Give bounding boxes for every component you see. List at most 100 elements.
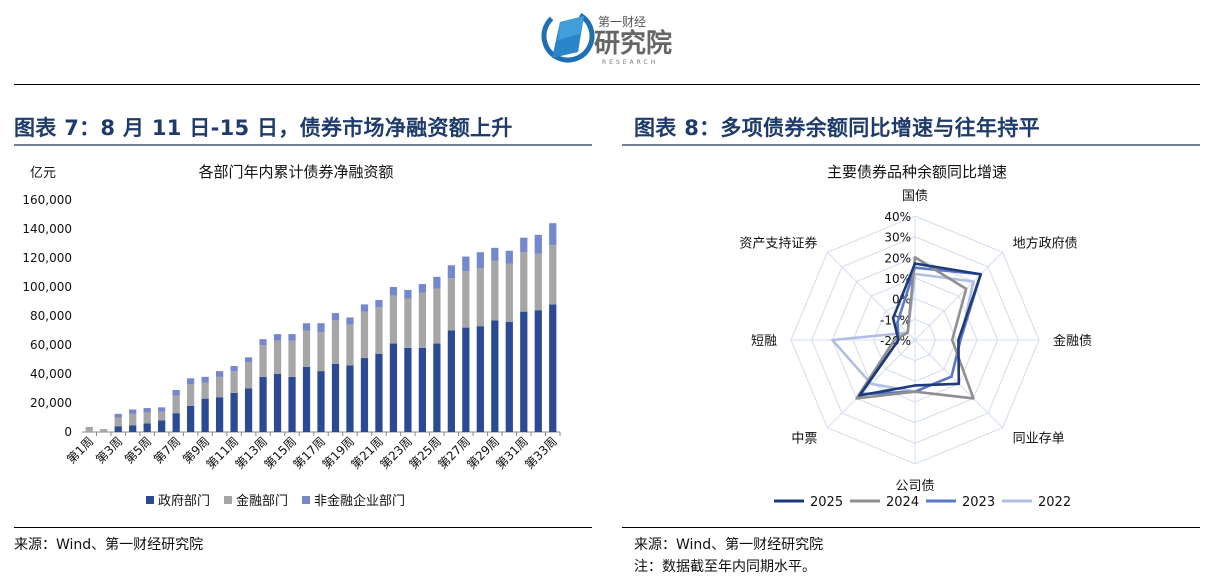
bar-segment [158, 407, 166, 412]
bar-segment [215, 371, 224, 377]
bar-segment [143, 408, 151, 413]
y-tick-label: 60,000 [30, 338, 72, 352]
bar-segment [259, 376, 267, 432]
radar-axis-label: 公司债 [895, 479, 934, 494]
bar-segment [375, 300, 383, 308]
radar-chart-title: 主要债券品种余额同比增速 [827, 163, 1007, 181]
bar-segment [273, 374, 282, 432]
figure-7-source: 来源：Wind、第一财经研究院 [14, 537, 204, 553]
bar-segment [201, 382, 209, 399]
legend-swatch [146, 496, 154, 504]
bar-segment [172, 413, 180, 432]
bar-segment [462, 271, 470, 328]
bar-chart-title: 各部门年内累计债券净融资额 [198, 163, 393, 181]
logo-sub-text: RESEARCH [602, 59, 658, 66]
bar-segment [433, 288, 441, 344]
bar-segment [158, 411, 166, 421]
radar-axis-label: 国债 [902, 189, 928, 204]
figure-7-rule [14, 144, 592, 146]
bar-segment [505, 321, 513, 432]
bar-chart: 各部门年内累计债券净融资额 亿元 0 20,000 40,000 60,000 80,0… [22, 163, 561, 509]
y-tick-label: 160,000 [22, 193, 72, 207]
radar-spoke [826, 251, 916, 341]
bar-segment [201, 398, 209, 432]
bar-segment [346, 324, 354, 366]
radar-series-line [855, 256, 975, 400]
bar-segment [476, 252, 484, 269]
radar-tick-label: 10% [884, 272, 911, 286]
bar-segment [230, 392, 238, 432]
bar-segment [549, 304, 557, 432]
bar-segment [85, 426, 93, 432]
bar-segment [389, 295, 398, 344]
research-logo: 第一财经 研究院 RESEARCH [540, 4, 690, 68]
x-tick-label: 第3周 [93, 434, 125, 466]
bar-segment [462, 327, 470, 432]
bar-segment [404, 289, 412, 299]
y-tick-label: 120,000 [22, 251, 72, 265]
figure-8-note: 注：数据截至年内同期水平。 [634, 559, 816, 575]
bar-segment [302, 330, 311, 367]
bar-segment [360, 304, 369, 312]
bar-segment [433, 276, 441, 289]
radar-axis-label: 短融 [751, 334, 777, 349]
bar-segment [244, 388, 253, 432]
bar-segment [244, 362, 253, 389]
bar-segment [187, 384, 195, 406]
radar-axis-label: 地方政府债 [1013, 235, 1078, 251]
figure-7-title: 图表 7：8 月 11 日-15 日，债券市场净融资额上升 [14, 116, 513, 140]
y-tick-label: 0 [64, 425, 72, 439]
bar-segment [215, 376, 224, 398]
bar-segment [288, 376, 296, 432]
bar-segment [491, 247, 499, 261]
radar-series-line [858, 262, 983, 397]
bar-segment [215, 397, 224, 432]
bar-segment [360, 311, 369, 359]
x-tick-label: 第1周 [64, 434, 96, 466]
bar-segment [389, 287, 398, 296]
radar-axis-label: 中票 [791, 432, 817, 447]
bar-segment [244, 357, 253, 363]
radar-axis-label: 资产支持证券 [739, 235, 817, 251]
bar-segment [491, 260, 499, 321]
bar-segment [534, 310, 542, 432]
figure-8-rule [622, 144, 1200, 146]
bar-segment [129, 413, 137, 426]
bar-segment [447, 278, 455, 331]
legend-swatch [302, 496, 310, 504]
bar-segment [375, 353, 383, 432]
bar-segment [418, 284, 427, 293]
bar-segment [100, 429, 108, 432]
bar-segment [476, 326, 484, 432]
bar-segment [259, 339, 267, 345]
bar-segment [273, 334, 282, 341]
bar-segment [259, 345, 267, 377]
bar-segment [418, 292, 427, 348]
bar-segment [331, 313, 340, 321]
header-divider [14, 84, 1200, 85]
bar-segment [389, 343, 398, 432]
figure-7-bottom-rule [14, 527, 592, 528]
legend-label: 2025 [810, 495, 843, 510]
bar-segment [273, 340, 282, 374]
bar-segment [462, 256, 470, 272]
radar-axis-label: 金融债 [1053, 333, 1092, 349]
bar-segment [331, 320, 340, 364]
bar-segment [375, 307, 383, 354]
radar-tick-label: 20% [884, 251, 911, 265]
bar-segment [317, 331, 325, 372]
bar-segment [534, 253, 542, 311]
bar-segment [302, 323, 311, 331]
radar-tick-label: -10% [880, 313, 911, 327]
legend-label: 非金融企业部门 [314, 493, 405, 509]
bar-segment [230, 371, 238, 393]
bar-segment [331, 363, 340, 432]
y-tick-label: 80,000 [30, 309, 72, 323]
bar-segment [114, 426, 122, 432]
x-tick-label: 第33周 [522, 434, 560, 472]
legend-label: 2023 [962, 495, 995, 510]
radar-chart: 主要债券品种余额同比增速 40%30%20%10%0%-10%-20% 国债地方… [739, 163, 1092, 510]
logo-main-text: 研究院 [594, 28, 672, 59]
radar-tick-label: 40% [884, 210, 911, 224]
bar-segment [520, 311, 528, 432]
